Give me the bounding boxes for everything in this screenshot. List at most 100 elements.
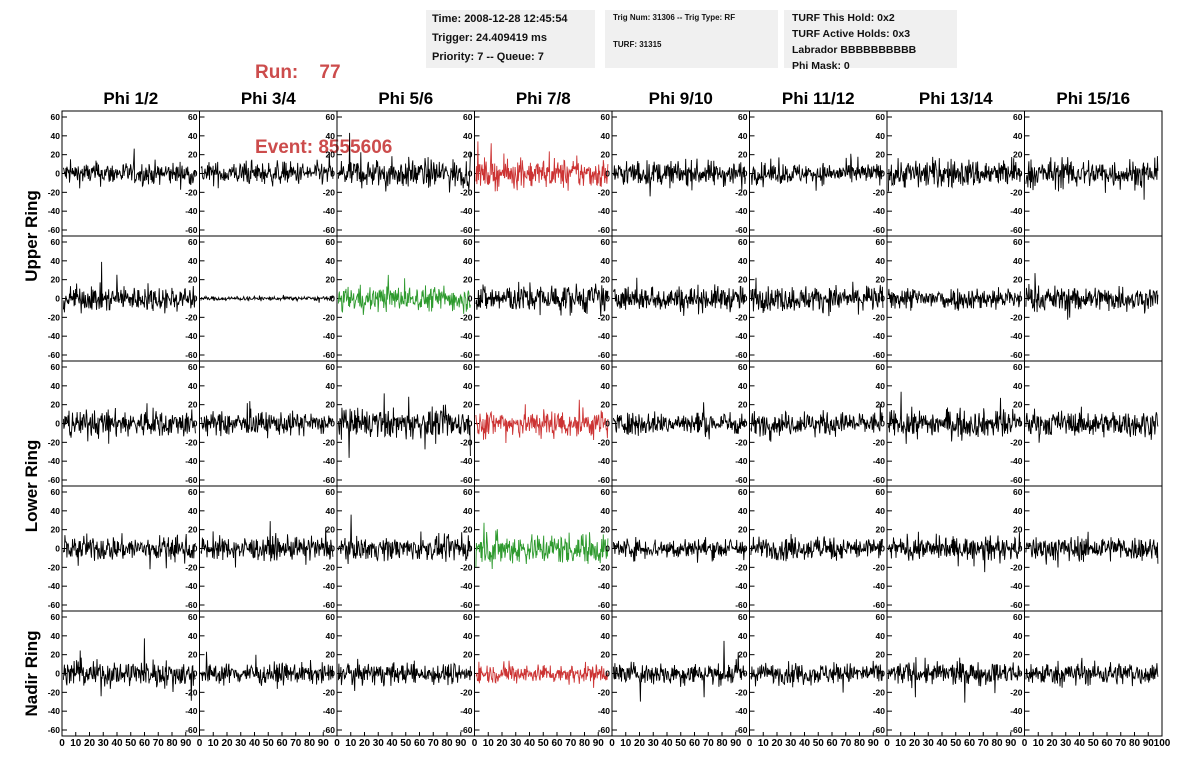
y-tick-label: -40 [48,706,61,716]
y-tick-label: -60 [460,600,473,610]
y-tick-label: -60 [598,350,611,360]
y-tick-label: 60 [188,237,198,247]
y-tick-label: 40 [876,631,886,641]
column-header: Phi 5/6 [378,89,433,108]
y-tick-label: 60 [1013,612,1023,622]
waveform-trace [750,533,884,562]
labrador-text: Labrador BBBBBBBBBB [792,44,917,56]
y-tick-label: 0 [55,419,60,429]
column-header: Phi 3/4 [241,89,296,108]
y-tick-label: -40 [1010,331,1023,341]
y-tick-label: 20 [738,150,748,160]
y-tick-label: 60 [188,362,198,372]
y-tick-label: 0 [330,419,335,429]
y-tick-label: 40 [1013,506,1023,516]
y-tick-label: 0 [1018,294,1023,304]
y-tick-label: 20 [738,650,748,660]
waveform-trace [1025,156,1159,200]
y-tick-label: 20 [463,525,473,535]
y-tick-label: -20 [1010,562,1023,572]
x-tick-label: 50 [538,738,550,749]
x-tick-label: 60 [964,738,976,749]
x-tick-label: 70 [565,738,577,749]
y-tick-label: 60 [463,237,473,247]
y-tick-label: 20 [876,525,886,535]
x-tick-label: 70 [1115,738,1127,749]
y-tick-label: 20 [601,525,611,535]
x-tick-label: 10 [483,738,495,749]
y-tick-label: -20 [185,687,198,697]
y-tick-label: -60 [598,725,611,735]
x-tick-label: 60 [414,738,426,749]
x-tick-label: 0 [884,738,890,749]
y-tick-label: -60 [735,475,748,485]
y-tick-label: -20 [460,437,473,447]
y-tick-label: 40 [326,131,336,141]
y-tick-label: 0 [605,669,610,679]
x-tick-label: 20 [909,738,921,749]
waveform-trace [887,156,1021,192]
y-tick-label: 40 [51,506,61,516]
waveform-trace [750,277,884,317]
waveform-trace [612,536,746,563]
y-tick-label: -20 [323,312,336,322]
y-tick-label: 60 [463,487,473,497]
y-tick-label: 0 [193,669,198,679]
y-tick-label: 40 [463,631,473,641]
turf-active-holds-text: TURF Active Holds: 0x3 [792,28,911,40]
waveform-trace [612,277,746,316]
y-tick-label: -20 [185,562,198,572]
column-header: Phi 9/10 [649,89,713,108]
x-tick-label: 80 [716,738,728,749]
column-header: Phi 13/14 [919,89,993,108]
y-tick-label: -40 [460,706,473,716]
waveform-trace [1025,657,1159,688]
y-tick-label: 40 [463,381,473,391]
waveform-trace [337,514,471,565]
y-tick-label: -40 [1010,706,1023,716]
x-tick-label: 80 [304,738,316,749]
y-tick-label: -60 [48,350,61,360]
column-header: Phi 1/2 [103,89,158,108]
y-tick-label: 60 [738,612,748,622]
y-tick-label: 60 [738,112,748,122]
y-tick-label: 0 [55,294,60,304]
y-tick-label: 0 [743,419,748,429]
y-tick-label: -40 [460,331,473,341]
y-tick-label: -60 [185,600,198,610]
x-tick-label: 0 [747,738,753,749]
y-tick-label: 40 [51,631,61,641]
y-tick-label: -60 [323,350,336,360]
y-tick-label: 20 [51,525,61,535]
waveform-trace [1025,273,1159,320]
y-tick-label: -20 [873,187,886,197]
y-tick-label: 0 [330,169,335,179]
y-tick-label: 20 [51,275,61,285]
y-tick-label: -40 [598,706,611,716]
x-tick-label: 90 [1005,738,1017,749]
y-tick-label: -20 [48,687,61,697]
y-tick-label: 60 [188,487,198,497]
x-tick-label: 20 [221,738,233,749]
y-tick-label: -40 [185,331,198,341]
x-tick-label: 10 [895,738,907,749]
y-tick-label: 0 [468,169,473,179]
y-tick-label: -20 [598,312,611,322]
y-tick-label: 0 [1018,419,1023,429]
x-tick-label: 10 [758,738,770,749]
y-tick-label: -20 [598,687,611,697]
x-tick-label: 70 [703,738,715,749]
y-tick-label: -60 [460,350,473,360]
y-tick-label: 0 [743,669,748,679]
y-tick-label: -60 [460,725,473,735]
x-tick-label: 50 [400,738,412,749]
x-tick-label: 90 [868,738,880,749]
x-tick-label: 80 [166,738,178,749]
y-tick-label: 40 [738,256,748,266]
y-tick-label: -60 [598,225,611,235]
y-tick-label: -20 [735,687,748,697]
y-tick-label: -20 [185,312,198,322]
y-tick-label: -20 [460,562,473,572]
y-tick-label: 20 [188,275,198,285]
x-tick-label: 100 [1154,738,1171,749]
